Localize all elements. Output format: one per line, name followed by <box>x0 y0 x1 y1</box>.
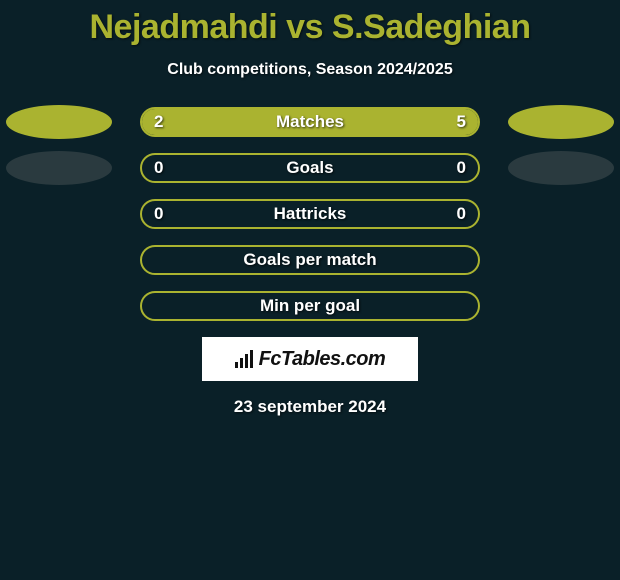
stat-value-right: 0 <box>457 204 466 224</box>
stat-bar: Min per goal <box>140 291 480 321</box>
stat-bar: Matches2 5 <box>140 107 480 137</box>
player-left-ellipse <box>6 151 112 185</box>
stat-value-right: 5 <box>457 112 466 132</box>
comparison-subtitle: Club competitions, Season 2024/2025 <box>0 61 620 79</box>
stat-row: Matches2 5 <box>0 101 620 147</box>
stat-row: Hattricks0 0 <box>0 193 620 239</box>
bar-chart-icon <box>235 350 253 368</box>
stat-value-left: 0 <box>154 204 163 224</box>
player-right-ellipse <box>508 151 614 185</box>
stat-value-left: 2 <box>154 112 163 132</box>
stat-label: Goals per match <box>142 250 478 270</box>
logo-text: FcTables.com <box>259 348 386 371</box>
stat-bar: Goals per match <box>140 245 480 275</box>
stat-bar: Hattricks0 0 <box>140 199 480 229</box>
stat-bar: Goals0 0 <box>140 153 480 183</box>
stat-label: Hattricks <box>142 204 478 224</box>
stat-row: Goals per match <box>0 239 620 285</box>
stat-value-right: 0 <box>457 158 466 178</box>
stat-row: Goals0 0 <box>0 147 620 193</box>
comparison-chart: Matches25Goals00Hattricks00Goals per mat… <box>0 101 620 331</box>
snapshot-date: 23 september 2024 <box>0 397 620 417</box>
comparison-title: Nejadmahdi vs S.Sadeghian <box>0 0 620 47</box>
fctables-logo: FcTables.com <box>202 337 418 381</box>
stat-label: Goals <box>142 158 478 178</box>
player-left-ellipse <box>6 105 112 139</box>
stat-label: Matches <box>142 112 478 132</box>
stat-label: Min per goal <box>142 296 478 316</box>
stat-value-left: 0 <box>154 158 163 178</box>
player-right-ellipse <box>508 105 614 139</box>
stat-row: Min per goal <box>0 285 620 331</box>
